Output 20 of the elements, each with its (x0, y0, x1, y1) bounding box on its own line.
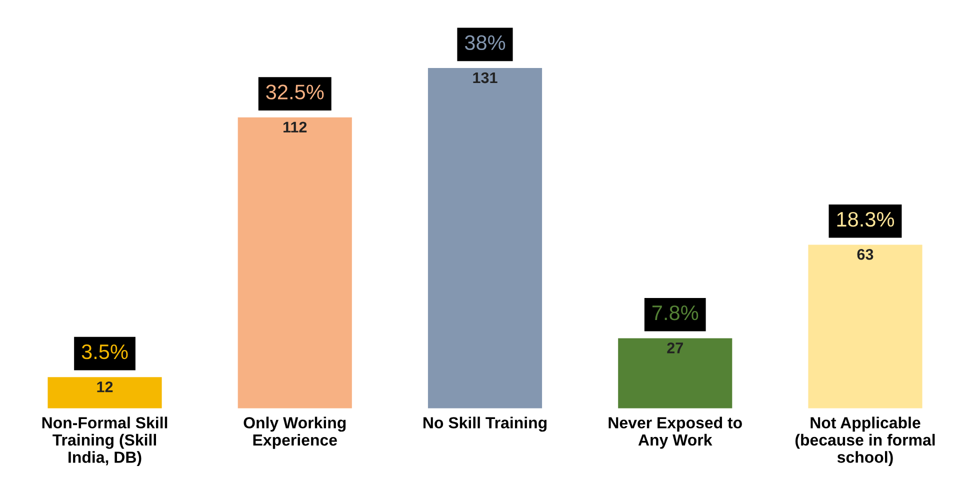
data-label: 131 (473, 72, 498, 84)
data-label: 63 (857, 249, 874, 260)
annotation: 18.3% (837, 212, 894, 227)
data-label: 27 (667, 342, 683, 354)
annotation: 38% (464, 35, 506, 50)
x-tick-label: Only Working Experience (244, 416, 346, 449)
x-tick-label: No Skill Training (424, 416, 547, 432)
data-label: 12 (97, 381, 113, 392)
annotation: 7.8% (652, 305, 698, 320)
bar (428, 68, 542, 408)
annotation: 3.5% (82, 344, 128, 360)
bar (808, 244, 922, 408)
x-tick-label: Not Applicable (because in formal school) (795, 416, 935, 466)
bar (48, 377, 162, 408)
x-tick-label: Non-Formal Skill Training (Skill India, DB) (42, 416, 168, 466)
bar (238, 117, 352, 408)
bar (618, 338, 732, 408)
data-label: 112 (284, 122, 307, 132)
x-tick-label: Never Exposed to Any Work (608, 416, 742, 449)
annotation: 32.5% (266, 84, 324, 100)
